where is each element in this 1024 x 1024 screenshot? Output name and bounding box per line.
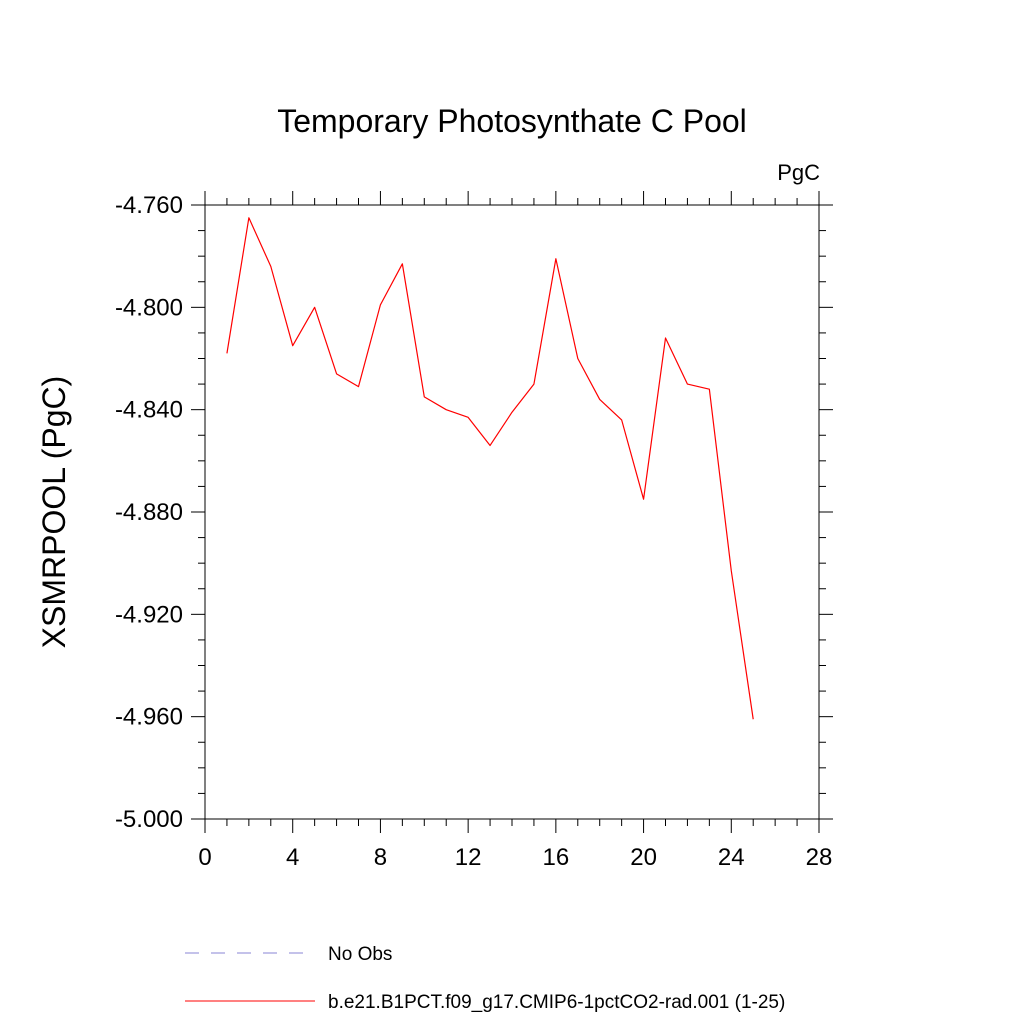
y-tick-label: -4.880 [115, 499, 183, 526]
axis-ticks [191, 191, 833, 833]
legend: No Obs b.e21.B1PCT.f09_g17.CMIP6-1pctCO2… [185, 944, 785, 1013]
x-tick-label: 28 [806, 844, 833, 871]
series-layer [226, 217, 754, 720]
y-tick-label: -5.000 [115, 806, 183, 833]
y-axis-label: XSMRPOOL (PgC) [36, 376, 72, 649]
plot-frame [204, 204, 820, 820]
axis-tick-labels: 0 4 8 12 16 20 24 28 -4.760 -4.800 -4.840 -4.880 -4.… [115, 192, 832, 871]
chart-title: Temporary Photosynthate C Pool [277, 103, 747, 139]
y-tick-label: -4.760 [115, 192, 183, 219]
y-tick-label: -4.840 [115, 397, 183, 424]
y-tick-label: -4.920 [115, 601, 183, 628]
x-tick-label: 20 [630, 844, 657, 871]
x-tick-label: 16 [543, 844, 570, 871]
x-tick-label: 12 [455, 844, 482, 871]
y-tick-label: -4.960 [115, 704, 183, 731]
x-tick-label: 4 [286, 844, 299, 871]
x-tick-label: 8 [374, 844, 387, 871]
x-tick-label: 0 [198, 844, 211, 871]
units-label: PgC [777, 160, 820, 185]
series-line [226, 217, 754, 720]
y-tick-label: -4.800 [115, 294, 183, 321]
legend-label-no-obs: No Obs [328, 944, 392, 965]
x-tick-label: 24 [718, 844, 745, 871]
legend-label-model: b.e21.B1PCT.f09_g17.CMIP6-1pctCO2-rad.00… [328, 992, 785, 1013]
